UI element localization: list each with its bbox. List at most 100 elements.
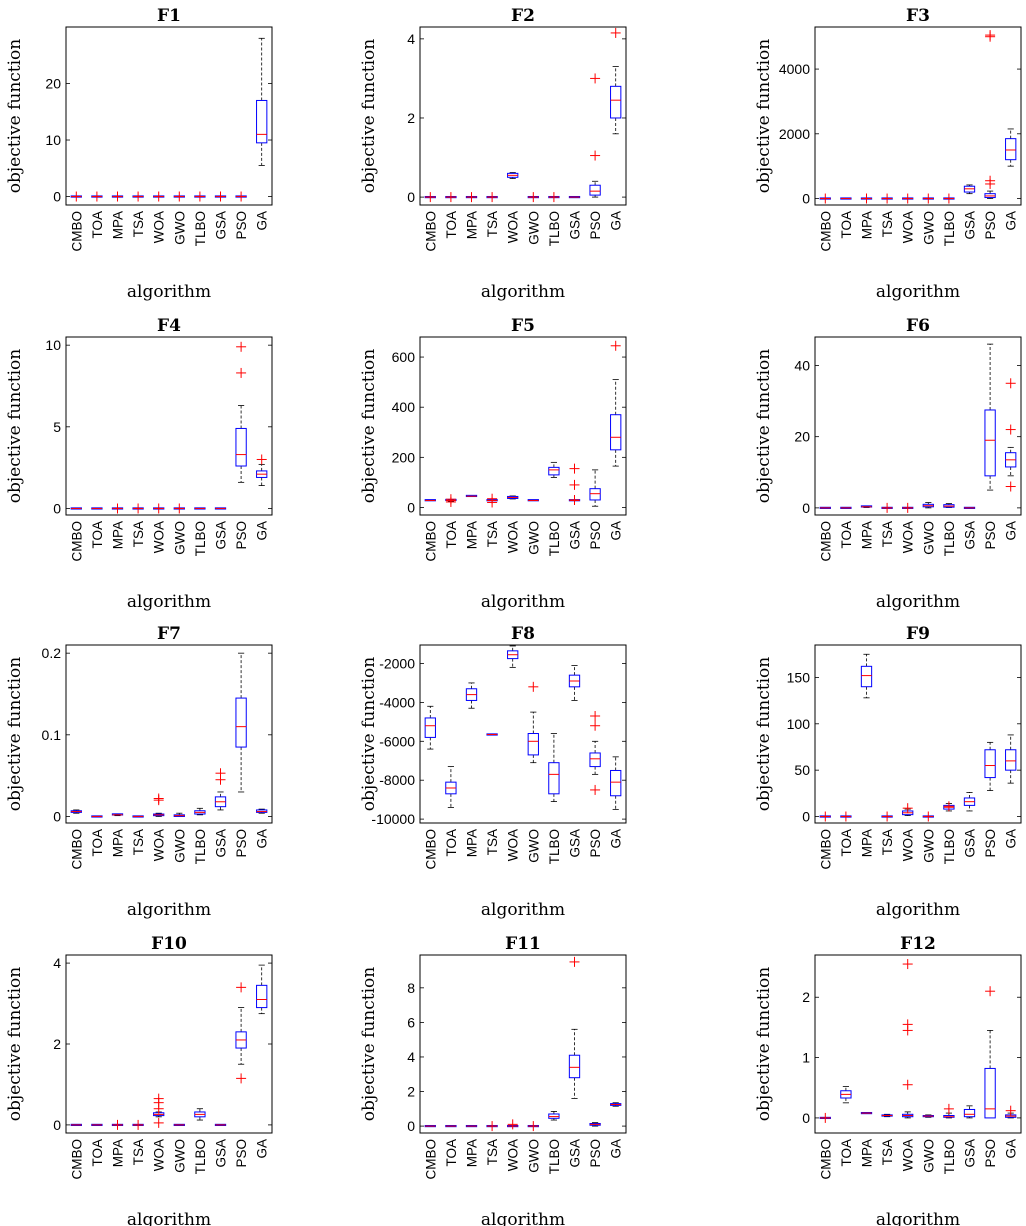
y-tick-label: 50 xyxy=(794,762,810,778)
x-axis-label: algorithm xyxy=(127,592,211,612)
outlier-marker xyxy=(236,341,247,352)
box-cmbo xyxy=(819,506,831,509)
box-pso xyxy=(235,652,247,793)
x-category-label: TSA xyxy=(880,211,895,237)
y-axis-label: objective function xyxy=(359,657,379,812)
box-body xyxy=(984,409,996,477)
outlier-marker xyxy=(153,503,164,514)
box-ga xyxy=(1005,734,1017,784)
box-tlbo xyxy=(943,503,955,508)
box-body xyxy=(984,749,996,779)
y-tick-label: 0 xyxy=(53,808,61,824)
outlier-marker xyxy=(507,1119,518,1130)
x-category-label: GSA xyxy=(214,829,229,858)
outlier-marker xyxy=(882,811,893,822)
subplot-f9: F9 0 50 100 150 CMBO TOA MPA TSA WOA GWO TLBO GSA PSO… xyxy=(754,624,1022,920)
y-axis-label: objective function xyxy=(5,657,25,812)
box-pso xyxy=(589,740,601,775)
x-category-label: TSA xyxy=(880,521,895,547)
outlier-marker xyxy=(610,27,621,38)
y-tick-label: -10000 xyxy=(371,811,415,827)
x-category-label: GWO xyxy=(526,829,541,863)
box-gsa xyxy=(568,665,581,701)
y-tick-label: 150 xyxy=(787,669,811,685)
x-category-label: TOA xyxy=(90,1139,105,1167)
x-category-label: PSO xyxy=(588,521,603,550)
y-tick-label: 0 xyxy=(802,500,810,516)
box-body xyxy=(548,466,560,476)
x-axis-label: algorithm xyxy=(127,1210,211,1226)
x-category-label: TOA xyxy=(444,521,459,549)
outlier-marker xyxy=(590,150,601,161)
outlier-marker xyxy=(861,193,872,204)
outlier-marker xyxy=(112,191,123,202)
x-category-label: MPA xyxy=(860,521,875,549)
axes-frame xyxy=(65,26,273,206)
box-pso xyxy=(589,180,601,198)
subplot-f1: F1 0 10 20 CMBO TOA MPA TSA WOA GWO TLBO GSA PSO GA al… xyxy=(5,6,273,302)
x-category-label: WOA xyxy=(901,1139,916,1171)
x-category-label: CMBO xyxy=(818,521,833,562)
x-category-label: WOA xyxy=(152,829,167,861)
y-axis-label: objective function xyxy=(754,39,774,194)
x-category-label: GWO xyxy=(526,1139,541,1173)
outlier-marker xyxy=(153,191,164,202)
x-category-label: TSA xyxy=(131,211,146,237)
outlier-marker xyxy=(882,502,893,513)
box-toa xyxy=(91,1123,103,1127)
subplot-f4: F4 0 5 10 CMBO TOA MPA TSA WOA GWO TLBO GSA PSO GA alg… xyxy=(5,316,273,612)
box-gwo xyxy=(173,812,185,817)
box-tlbo xyxy=(194,807,206,816)
x-category-label: WOA xyxy=(506,1139,521,1171)
box-gwo xyxy=(922,1114,934,1118)
outlier-marker xyxy=(256,454,267,465)
x-category-label: TSA xyxy=(485,211,500,237)
x-category-label: WOA xyxy=(506,829,521,861)
y-tick-label: 600 xyxy=(392,349,416,365)
y-tick-label: 2000 xyxy=(779,126,810,142)
box-body xyxy=(610,414,622,451)
outlier-marker xyxy=(985,30,996,41)
box-body xyxy=(235,427,247,467)
x-category-label: TOA xyxy=(90,521,105,549)
x-category-label: TOA xyxy=(444,211,459,239)
y-tick-label: 10 xyxy=(45,337,61,353)
outlier-marker xyxy=(1005,378,1016,389)
x-category-label: GA xyxy=(255,1139,270,1159)
y-tick-label: 0 xyxy=(802,809,810,825)
y-tick-label: 0 xyxy=(407,1118,415,1134)
x-category-label: GSA xyxy=(568,829,583,858)
box-pso xyxy=(984,741,996,791)
outlier-marker xyxy=(174,191,185,202)
y-tick-label: 0 xyxy=(407,499,415,515)
outlier-marker xyxy=(236,367,247,378)
x-category-label: GA xyxy=(1004,521,1019,541)
box-toa xyxy=(840,1086,852,1104)
box-body xyxy=(589,488,601,501)
x-category-label: MPA xyxy=(111,829,126,857)
x-category-label: GSA xyxy=(568,521,583,550)
x-category-label: GSA xyxy=(963,829,978,858)
x-category-label: TOA xyxy=(444,1139,459,1167)
outlier-marker xyxy=(820,1112,831,1123)
box-pso xyxy=(235,1007,247,1065)
box-mpa xyxy=(465,682,478,709)
box-mpa xyxy=(111,813,124,817)
x-category-label: GWO xyxy=(921,829,936,863)
x-category-label: TLBO xyxy=(942,829,957,864)
outlier-marker xyxy=(569,494,580,505)
box-cmbo xyxy=(424,499,436,502)
x-category-label: GSA xyxy=(568,1139,583,1168)
x-category-label: CMBO xyxy=(818,211,833,252)
x-category-label: TLBO xyxy=(547,1139,562,1174)
box-toa xyxy=(445,766,457,808)
x-category-label: GSA xyxy=(214,211,229,240)
y-tick-label: 4 xyxy=(53,955,61,971)
x-category-label: MPA xyxy=(465,211,480,239)
x-category-label: MPA xyxy=(111,521,126,549)
x-category-label: CMBO xyxy=(423,1139,438,1180)
y-axis-label: objective function xyxy=(359,349,379,504)
y-tick-label: 0 xyxy=(802,191,810,207)
y-tick-label: 4 xyxy=(407,1049,415,1065)
